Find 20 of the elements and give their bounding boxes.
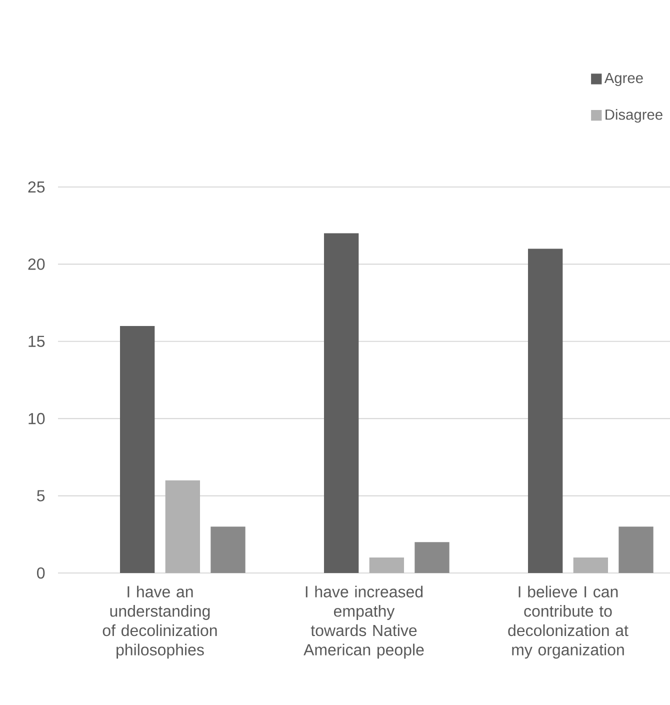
y-tick-label: 5 [37, 490, 45, 502]
legend-label: Disagree [606, 109, 662, 123]
y-tick-label: 20 [28, 258, 45, 270]
bar [573, 558, 608, 573]
x-tick-label: I have increased empathy towards Native American people [304, 586, 424, 659]
bar [165, 480, 200, 573]
bar [618, 526, 654, 573]
bar [528, 248, 563, 573]
x-tick-label: I have an understanding of decolinization philosophies [102, 586, 217, 659]
bar [120, 326, 155, 573]
bar [414, 542, 450, 573]
bar [369, 558, 404, 573]
bar [324, 233, 359, 573]
y-tick-label: 10 [28, 412, 45, 424]
y-tick-label: 0 [37, 567, 45, 579]
legend-label: Agree [604, 72, 643, 86]
y-tick-label: 25 [28, 181, 45, 193]
y-tick-label: 15 [28, 336, 45, 347]
x-tick-label: I believe I can contribute to decolonization at my organization [508, 586, 628, 659]
bar [210, 526, 246, 573]
